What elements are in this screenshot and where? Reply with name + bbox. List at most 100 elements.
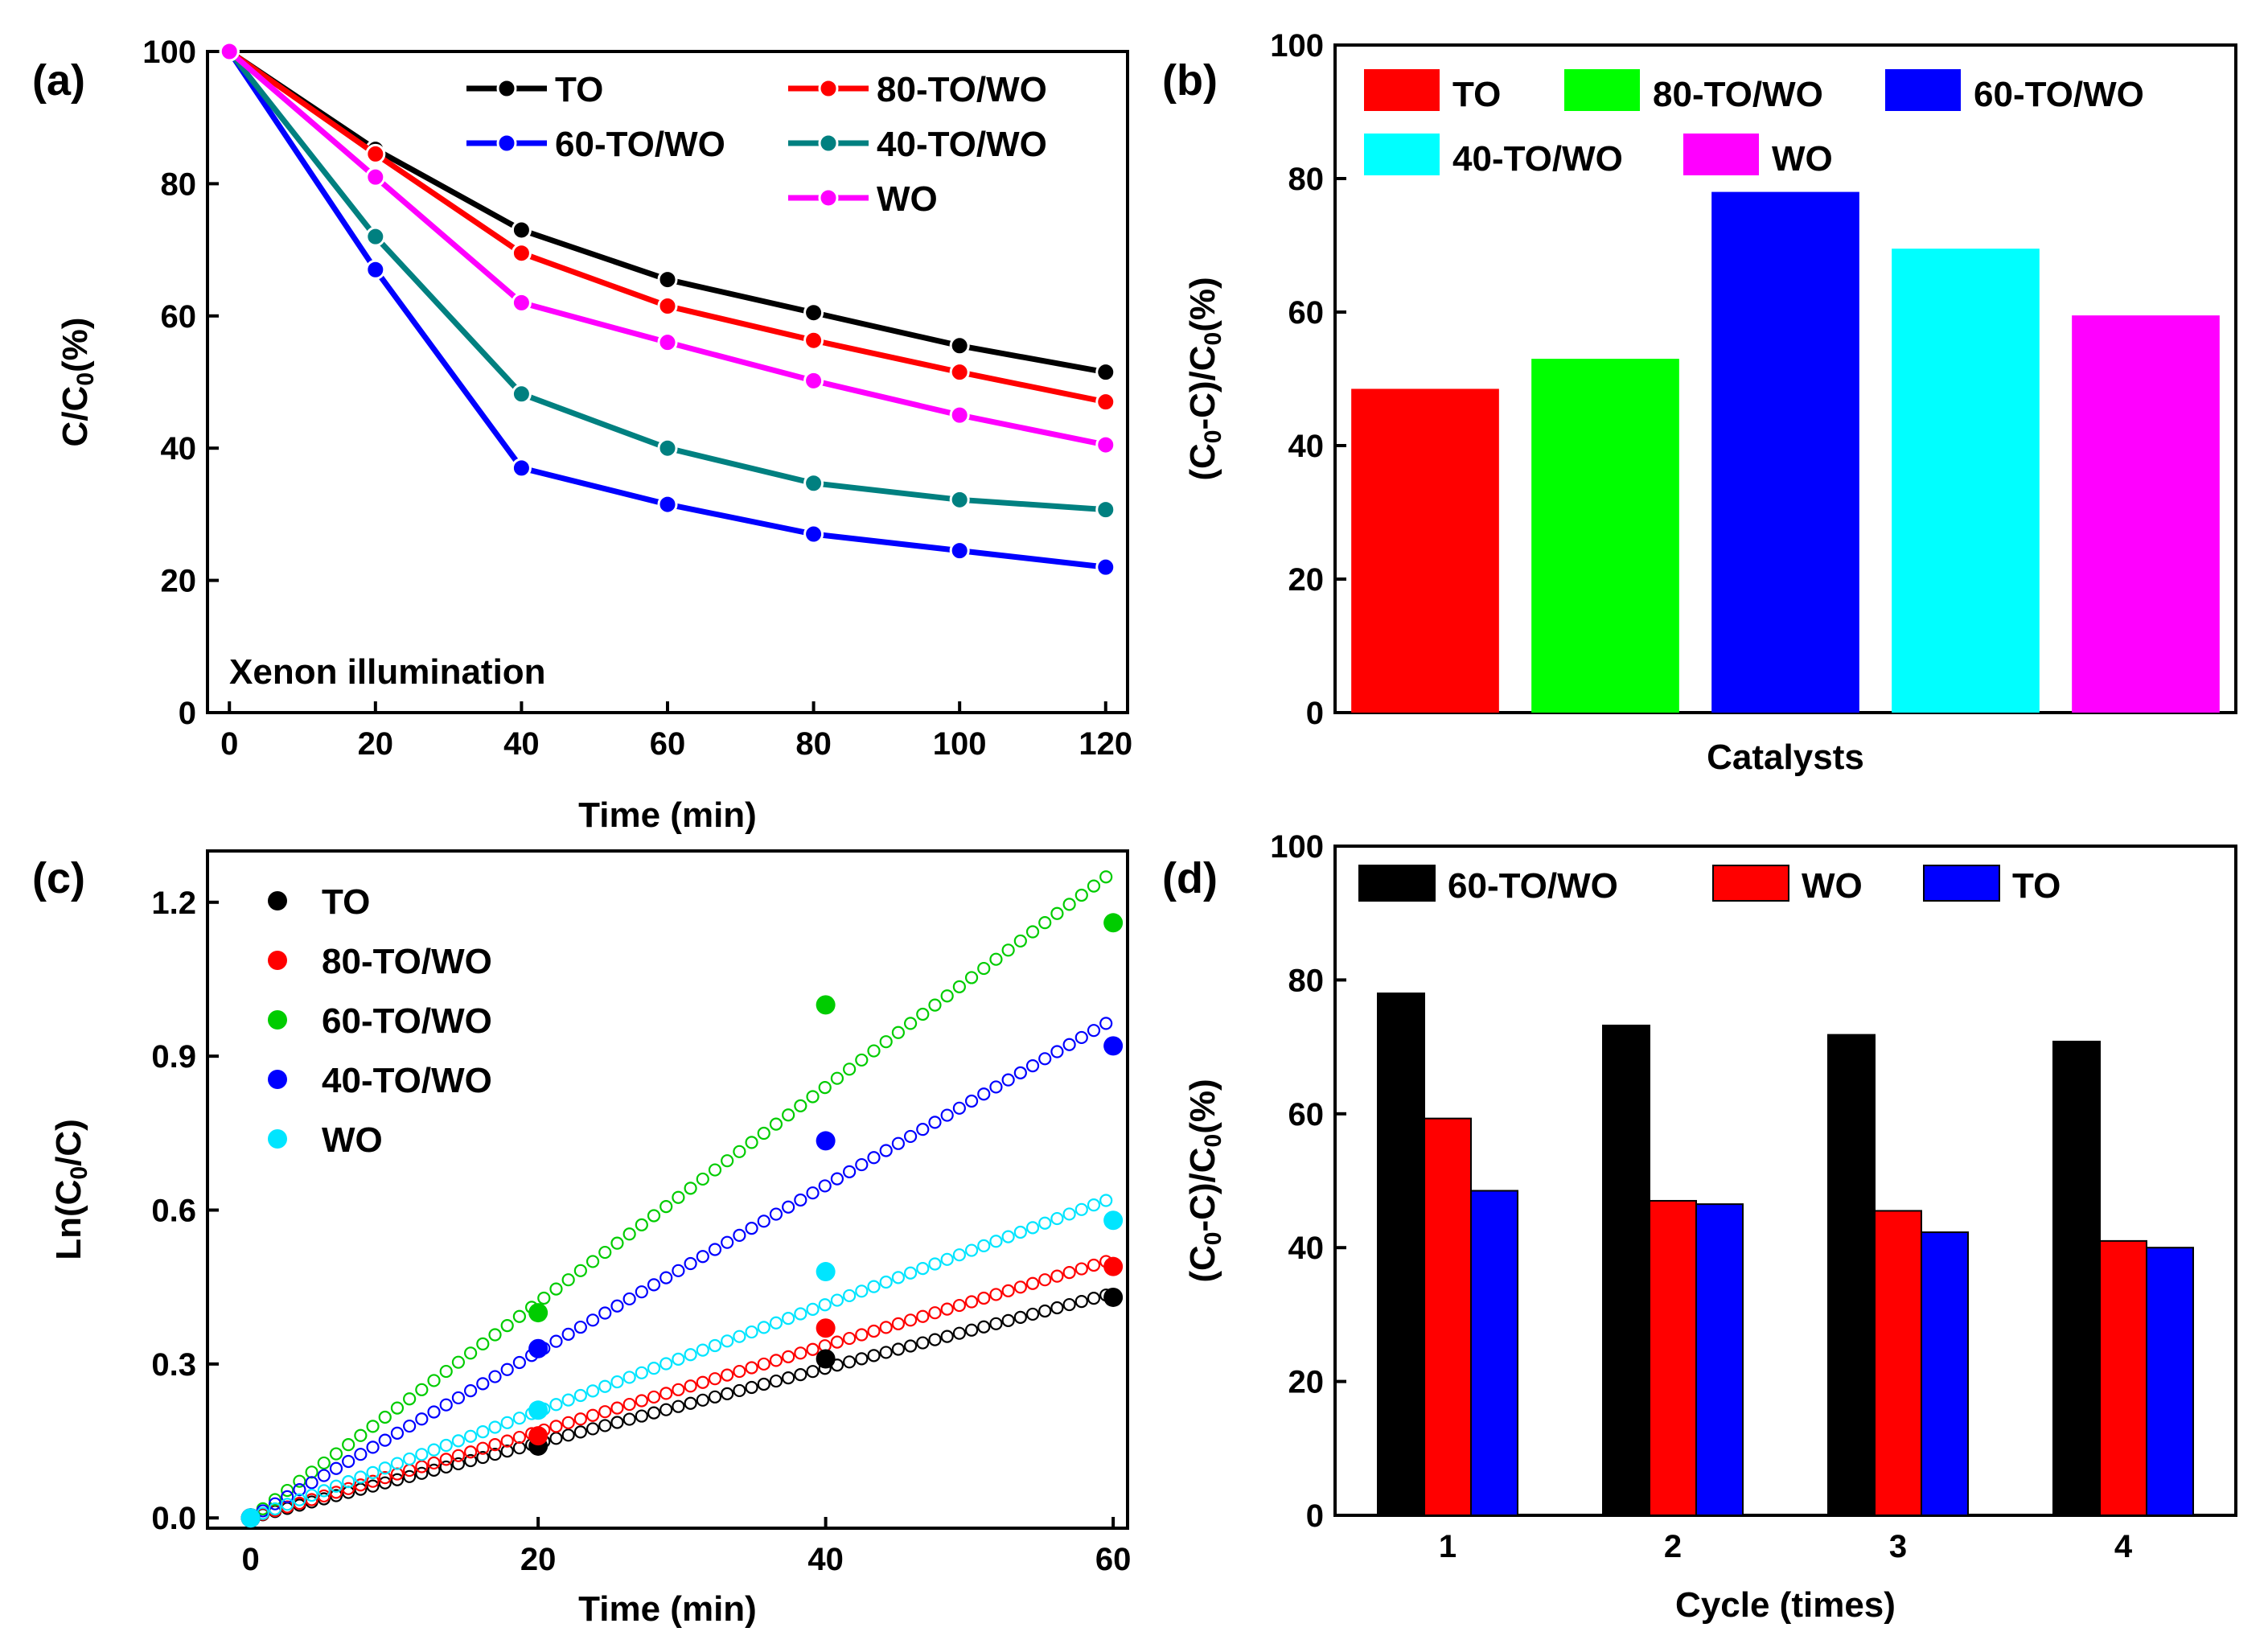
panel-c-xtick-label: 60 [1095, 1542, 1132, 1577]
panel-c-legend-marker [268, 891, 287, 910]
panel-a-ylabel-part: (%) [55, 318, 95, 372]
panel-a-data-point [803, 370, 824, 391]
panel-c-fit-marker [500, 1445, 514, 1458]
panel-d-xtick-label: 3 [1889, 1529, 1907, 1564]
panel-c-data-point [816, 1262, 836, 1282]
panel-c-fit-marker [672, 1399, 685, 1413]
panel-c-data-point [1103, 1036, 1124, 1056]
panel-c-ytick-label: 0.0 [151, 1501, 196, 1536]
panel-c-fit-marker [964, 1295, 979, 1309]
panel-c-data-point [816, 1349, 836, 1369]
panel-b-ylabel-part: (C [1183, 443, 1222, 480]
panel-c-fit-marker [329, 1489, 343, 1502]
panel-c-fit-marker [561, 1416, 575, 1429]
panel-b-label: (b) [1162, 56, 1218, 105]
panel-b-bar [1351, 388, 1499, 713]
panel-c-fit-marker [952, 1101, 966, 1115]
panel-c-fit-marker [916, 1309, 930, 1323]
panel-c-fit-marker [476, 1450, 490, 1465]
panel-d-bar [1649, 1199, 1697, 1516]
panel-c-fit-marker [464, 1445, 478, 1459]
panel-d-bar [1424, 1117, 1472, 1517]
panel-c-fit-marker [464, 1384, 478, 1398]
panel-c-fit-marker [757, 1357, 770, 1371]
panel-c-fit-marker [1050, 906, 1064, 920]
panel-d-bar [1602, 1024, 1650, 1516]
panel-c-fit-marker [549, 1398, 563, 1412]
panel-a-xlabel: Time (min) [578, 795, 757, 835]
panel-c-fit-marker [1013, 934, 1027, 948]
panel-c-fit-marker [573, 1412, 587, 1426]
panel-a-data-point [803, 302, 824, 323]
panel-a-legend-label: 80-TO/WO [877, 70, 1047, 109]
panel-c-fit-marker [977, 1291, 991, 1305]
panel-c: 0.0 0.3 0.6 0.9 1.2 0 20 40 60 TO 80-TO/WO 60-TO/WO… [32, 849, 1132, 1629]
panel-a-ylabel-part: 0 [72, 372, 99, 386]
panel-c-fit-marker [1025, 1221, 1040, 1235]
panel-a-legend-label: 60-TO/WO [555, 125, 725, 164]
panel-c-xtick-label: 20 [520, 1542, 557, 1577]
panel-c-fit-marker [610, 1416, 624, 1429]
panel-c-fit-marker [451, 1434, 466, 1448]
panel-c-fit-marker [464, 1346, 478, 1360]
panel-a-data-point [511, 243, 532, 264]
panel-c-fit-marker [659, 1357, 673, 1371]
panel-b-ytick-label: 80 [1288, 162, 1325, 197]
panel-c-fit-marker [952, 980, 966, 993]
panel-a-legend-marker [496, 133, 517, 154]
panel-c-fit-marker [403, 1419, 417, 1433]
panel-c-fit-marker [964, 971, 979, 984]
panel-c-fit-marker [696, 1375, 709, 1389]
panel-c-fit-marker [769, 1316, 783, 1330]
panel-c-fit-marker [585, 1384, 600, 1398]
panel-c-fit-marker [622, 1371, 636, 1384]
panel-c-fit-marker [964, 1323, 979, 1337]
panel-a-ylabel-part: C/C [55, 386, 95, 447]
panel-c-fit-marker [891, 1025, 905, 1039]
panel-c-fit-marker [342, 1438, 355, 1452]
panel-c-fit-marker [378, 1410, 392, 1424]
panel-c-data-point [1103, 1210, 1124, 1231]
panel-c-fit-marker [561, 1327, 575, 1341]
panel-c-fit-marker [329, 1461, 343, 1475]
panel-a-data-point [949, 362, 970, 383]
panel-c-fit-marker [512, 1441, 526, 1455]
panel-c-fit-marker [696, 1172, 709, 1186]
panel-c-fit-marker [305, 1476, 318, 1490]
panel-c-ylabel: Ln(C0/C) [49, 1119, 92, 1260]
panel-c-fit-marker [1099, 1194, 1113, 1207]
panel-c-fit-marker [635, 1285, 648, 1299]
panel-d-bar [1695, 1203, 1744, 1516]
panel-a-data-point [1095, 362, 1116, 383]
panel-c-fit-marker [733, 1383, 746, 1398]
panel-c-fit-marker [903, 1129, 918, 1144]
panel-c-xlabel: Time (min) [578, 1589, 757, 1629]
panel-c-fit-marker [684, 1256, 697, 1271]
panel-c-fit-marker [1038, 1216, 1052, 1230]
panel-d-ytick-label: 0 [1306, 1498, 1324, 1534]
panel-c-fit-marker [305, 1493, 318, 1506]
panel-c-fit-marker [806, 1090, 820, 1104]
panel-b-ytick-label: 100 [1270, 28, 1324, 64]
panel-b-ylabel-part: 0 [1200, 430, 1226, 444]
panel-c-data-point [528, 1400, 549, 1420]
panel-a-data-point [1095, 557, 1116, 577]
panel-d-ytick-label: 80 [1288, 963, 1325, 998]
panel-c-fit-marker [1013, 1066, 1027, 1079]
panel-c-fit-marker [366, 1420, 380, 1433]
panel-c-fit-marker [281, 1483, 294, 1498]
panel-c-data-point [1103, 1287, 1124, 1307]
panel-c-fit-marker [403, 1469, 417, 1483]
panel-c-fit-marker [867, 1151, 881, 1165]
panel-c-fit-marker [721, 1368, 734, 1382]
panel-c-fit-marker [622, 1227, 636, 1241]
panel-a-data-point [1095, 499, 1116, 520]
panel-c-fit-marker [989, 1288, 1003, 1301]
panel-c-fit-marker [585, 1408, 600, 1422]
panel-c-fit-marker [891, 1317, 905, 1330]
panel-c-fit-marker [427, 1405, 441, 1419]
panel-c-fit-marker [940, 1330, 954, 1343]
panel-c-fit-marker [989, 1080, 1003, 1094]
